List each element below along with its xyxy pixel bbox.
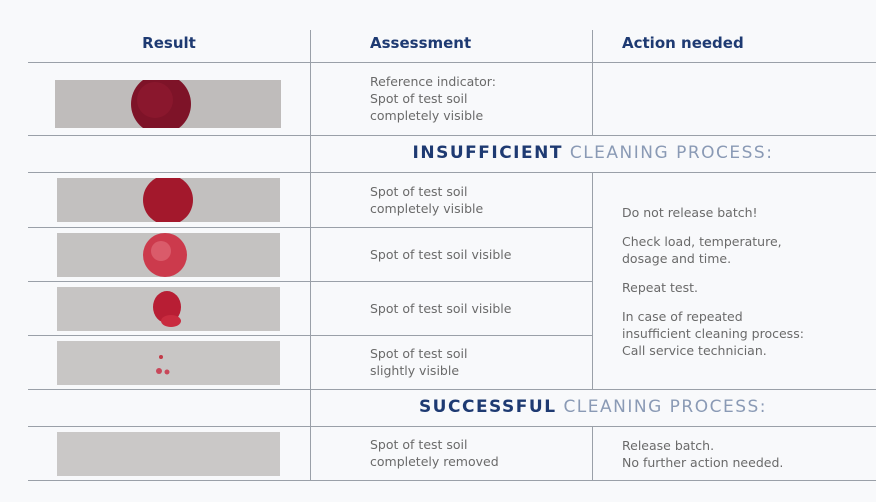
strip-3 (57, 287, 280, 331)
assessment-cell: Spot of test soil slightly visible (370, 335, 585, 389)
text-line: Release batch. (622, 438, 715, 453)
reference-strip (55, 80, 281, 128)
rule (28, 62, 876, 63)
text-line: Repeat test. (622, 280, 698, 295)
rule (310, 30, 311, 480)
rule (28, 172, 876, 173)
text-line: Spot of test soil (370, 91, 468, 106)
column-header: Action needed (622, 34, 744, 52)
section-rest: CLEANING PROCESS: (569, 143, 774, 163)
rule (592, 30, 593, 135)
action-paragraph: Release batch. No further action needed. (622, 437, 872, 471)
assessment-cell: Spot of test soil completely visible (370, 172, 585, 227)
section-rest: CLEANING PROCESS: (563, 397, 768, 417)
text-line: Spot of test soil visible (370, 246, 512, 262)
section-heading: INSUFFICIENT CLEANING PROCESS: (310, 143, 876, 163)
rule (592, 426, 593, 480)
text-line: Spot of test soil (370, 346, 468, 361)
text-line: insufficient cleaning process: (622, 326, 804, 341)
assessment-cell: Reference indicator: Spot of test soil com… (370, 62, 585, 135)
text-line: Spot of test soil (370, 437, 468, 452)
text-line: dosage and time. (622, 251, 732, 266)
strip-5 (57, 432, 280, 476)
text-line: Spot of test soil visible (370, 300, 512, 316)
text-line: completely removed (370, 454, 499, 469)
rule (28, 389, 876, 390)
action-paragraph: Check load, temperature, dosage and time. (622, 233, 872, 267)
text-line: Reference indicator: (370, 74, 496, 89)
text-line: completely visible (370, 108, 484, 123)
strip-1 (57, 178, 280, 222)
text-line: In case of repeated (622, 309, 743, 324)
strip-4 (57, 341, 280, 385)
section-heading: SUCCESSFUL CLEANING PROCESS: (310, 397, 876, 417)
text-line: Check load, temperature, (622, 234, 782, 249)
assessment-cell: Spot of test soil visible (370, 281, 585, 335)
action-cell: Do not release batch! Check load, tempera… (622, 174, 872, 389)
text-line: Spot of test soil (370, 183, 468, 199)
text-line: Do not release batch! (622, 205, 758, 220)
section-emphasis: SUCCESSFUL (418, 397, 557, 417)
column-header: Assessment (370, 34, 472, 52)
text-line: Call service technician. (622, 343, 767, 358)
rule (28, 480, 876, 481)
action-paragraph: In case of repeated insufficient cleaning… (622, 308, 872, 359)
column-header: Result (142, 34, 196, 52)
text-line: completely visible (370, 200, 484, 216)
rule (28, 426, 876, 427)
action-paragraph: Repeat test. (622, 279, 872, 296)
text-line: slightly visible (370, 363, 460, 378)
action-paragraph: Do not release batch! (622, 204, 872, 221)
action-cell: Release batch. No further action needed. (622, 428, 872, 480)
assessment-cell: Spot of test soil visible (370, 227, 585, 281)
section-emphasis: INSUFFICIENT (412, 143, 563, 163)
rule (592, 172, 593, 389)
assessment-cell: Spot of test soil completely removed (370, 426, 585, 480)
rule (28, 135, 876, 136)
text-line: No further action needed. (622, 455, 784, 470)
strip-2 (57, 233, 280, 277)
